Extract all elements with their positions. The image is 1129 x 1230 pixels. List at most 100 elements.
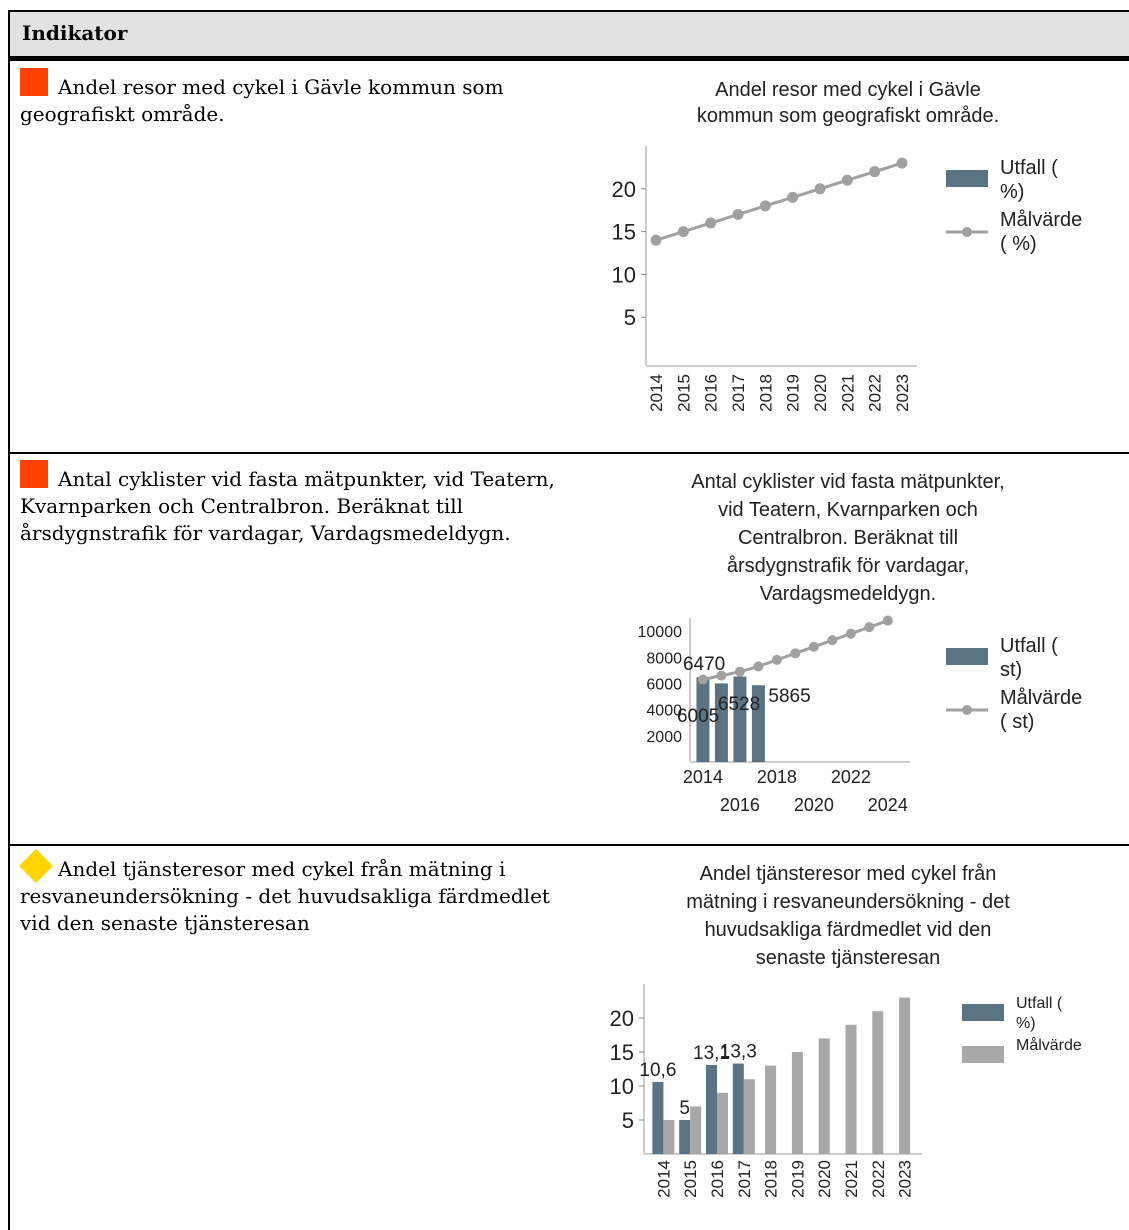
x-tick-label: 2015 <box>674 374 693 412</box>
malvarde-point <box>705 217 717 229</box>
utfall-bar <box>679 1120 691 1154</box>
malvarde-point <box>787 191 799 203</box>
malvarde-bar <box>690 1106 702 1154</box>
y-tick-label: 5 <box>624 305 636 330</box>
data-label: 6005 <box>677 706 719 727</box>
malvarde-point <box>716 670 727 681</box>
malvarde-bar <box>791 1052 803 1154</box>
legend-swatch <box>946 170 988 187</box>
malvarde-bar <box>743 1079 755 1154</box>
malvarde-bar <box>872 1011 884 1154</box>
y-tick-label: 20 <box>612 177 636 202</box>
x-tick-label: 2021 <box>838 374 857 412</box>
x-tick-label: 2014 <box>647 374 666 412</box>
x-tick-label: 2015 <box>681 1160 700 1198</box>
x-tick-label: 2014 <box>683 767 723 787</box>
malvarde-point <box>864 622 875 633</box>
malvarde-bar <box>818 1038 830 1154</box>
row-divider <box>10 844 1129 846</box>
chart-title-line: årsdygnstrafik för vardagar, <box>727 555 969 577</box>
utfall-bar <box>696 677 710 762</box>
y-tick-label: 5 <box>622 1108 634 1133</box>
legend-label: Utfall ( <box>1000 635 1058 657</box>
x-tick-label: 2017 <box>729 374 748 412</box>
legend-label: Målvärde <box>1000 687 1082 709</box>
malvarde-point <box>677 226 689 238</box>
legend-label: Målvärde <box>1000 209 1082 231</box>
y-tick-label: 8000 <box>646 650 682 667</box>
legend-label: %) <box>1000 181 1024 203</box>
chart-title-line: Vardagsmedeldygn. <box>760 583 936 605</box>
utfall-bar <box>652 1081 664 1154</box>
x-tick-label: 2023 <box>896 1160 915 1198</box>
legend-swatch <box>946 648 988 665</box>
legend-marker <box>962 705 972 715</box>
chart-title-line: Andel tjänsteresor med cykel från <box>700 863 997 885</box>
x-tick-label: 2020 <box>811 374 830 412</box>
status-square-icon <box>20 68 48 96</box>
chart-title-line: vid Teatern, Kvarnparken och <box>718 499 978 521</box>
utfall-bar <box>732 1063 744 1154</box>
data-label: 10,6 <box>639 1060 676 1081</box>
indicator-row-1-text: Andel resor med cykel i Gävle kommun som… <box>20 68 560 128</box>
x-tick-label: 2016 <box>702 374 721 412</box>
legend-label: Utfall ( <box>1000 157 1058 179</box>
malvarde-point <box>845 628 856 639</box>
malvarde-bar <box>663 1120 675 1154</box>
chart-andel-resor-cykel: Andel resor med cykel i Gävle kommun som … <box>612 79 1083 412</box>
malvarde-point <box>841 174 853 186</box>
chart-andel-tjansteresor: Andel tjänsteresor med cykel från mätning… <box>610 863 1082 1198</box>
y-tick-label: 4000 <box>646 703 682 720</box>
malvarde-bar <box>845 1024 857 1154</box>
malvarde-bar <box>899 997 911 1154</box>
malvarde-point <box>771 654 782 665</box>
data-label: 5 <box>679 1098 690 1119</box>
malvarde-point <box>650 234 662 246</box>
utfall-bar <box>733 676 747 762</box>
indicator-table: Indikator Andel resor med cykel i Gävle … <box>8 10 1129 1230</box>
data-label: 5865 <box>768 686 810 707</box>
y-tick-label: 15 <box>612 220 636 245</box>
x-tick-label: 2017 <box>735 1160 754 1198</box>
malvarde-line <box>655 161 903 242</box>
x-tick-label: 2022 <box>831 767 871 787</box>
legend-label: Utfall ( <box>1016 995 1063 1012</box>
x-tick-label: 2014 <box>654 1160 673 1198</box>
utfall-bar <box>706 1064 717 1154</box>
data-label: 13,1 <box>693 1043 730 1064</box>
y-tick-label: 15 <box>610 1040 634 1065</box>
chart-title-line: huvudsakliga färdmedlet vid den <box>705 919 992 941</box>
x-tick-label: 2018 <box>756 374 775 412</box>
y-tick-label: 6000 <box>646 676 682 693</box>
legend-label: st) <box>1000 659 1022 681</box>
x-tick-label: 2022 <box>869 1160 888 1198</box>
indicator-label: Antal cyklister vid fasta mätpunkter, vi… <box>20 467 555 545</box>
malvarde-point <box>814 183 826 195</box>
malvarde-point <box>869 166 881 178</box>
x-tick-label: 2016 <box>720 795 760 815</box>
chart-title-line: kommun som geografiskt område. <box>697 105 999 127</box>
indicator-label: Andel tjänsteresor med cykel från mätnin… <box>20 857 550 935</box>
legend-swatch <box>962 1004 1004 1021</box>
chart-title-line: mätning i resvaneundersökning - det <box>686 891 1010 913</box>
x-tick-label: 2023 <box>893 374 912 412</box>
indicator-label: Andel resor med cykel i Gävle kommun som… <box>20 75 504 126</box>
x-tick-label: 2020 <box>794 795 834 815</box>
x-tick-label: 2019 <box>788 1160 807 1198</box>
row-divider <box>10 452 1129 454</box>
x-tick-label: 2020 <box>815 1160 834 1198</box>
data-label: 6528 <box>718 694 760 715</box>
legend-label: %) <box>1016 1015 1036 1032</box>
malvarde-point <box>790 648 801 659</box>
x-tick-label: 2016 <box>708 1160 727 1198</box>
y-tick-label: 10 <box>610 1074 634 1099</box>
status-diamond-icon <box>19 849 53 883</box>
x-tick-label: 2024 <box>868 795 908 815</box>
x-tick-label: 2022 <box>866 374 885 412</box>
data-label: 6470 <box>683 654 725 675</box>
table-header: Indikator <box>10 12 1129 61</box>
utfall-bar <box>751 685 765 762</box>
malvarde-point <box>732 208 744 220</box>
data-label: 13,3 <box>720 1042 757 1063</box>
malvarde-point <box>734 666 745 677</box>
